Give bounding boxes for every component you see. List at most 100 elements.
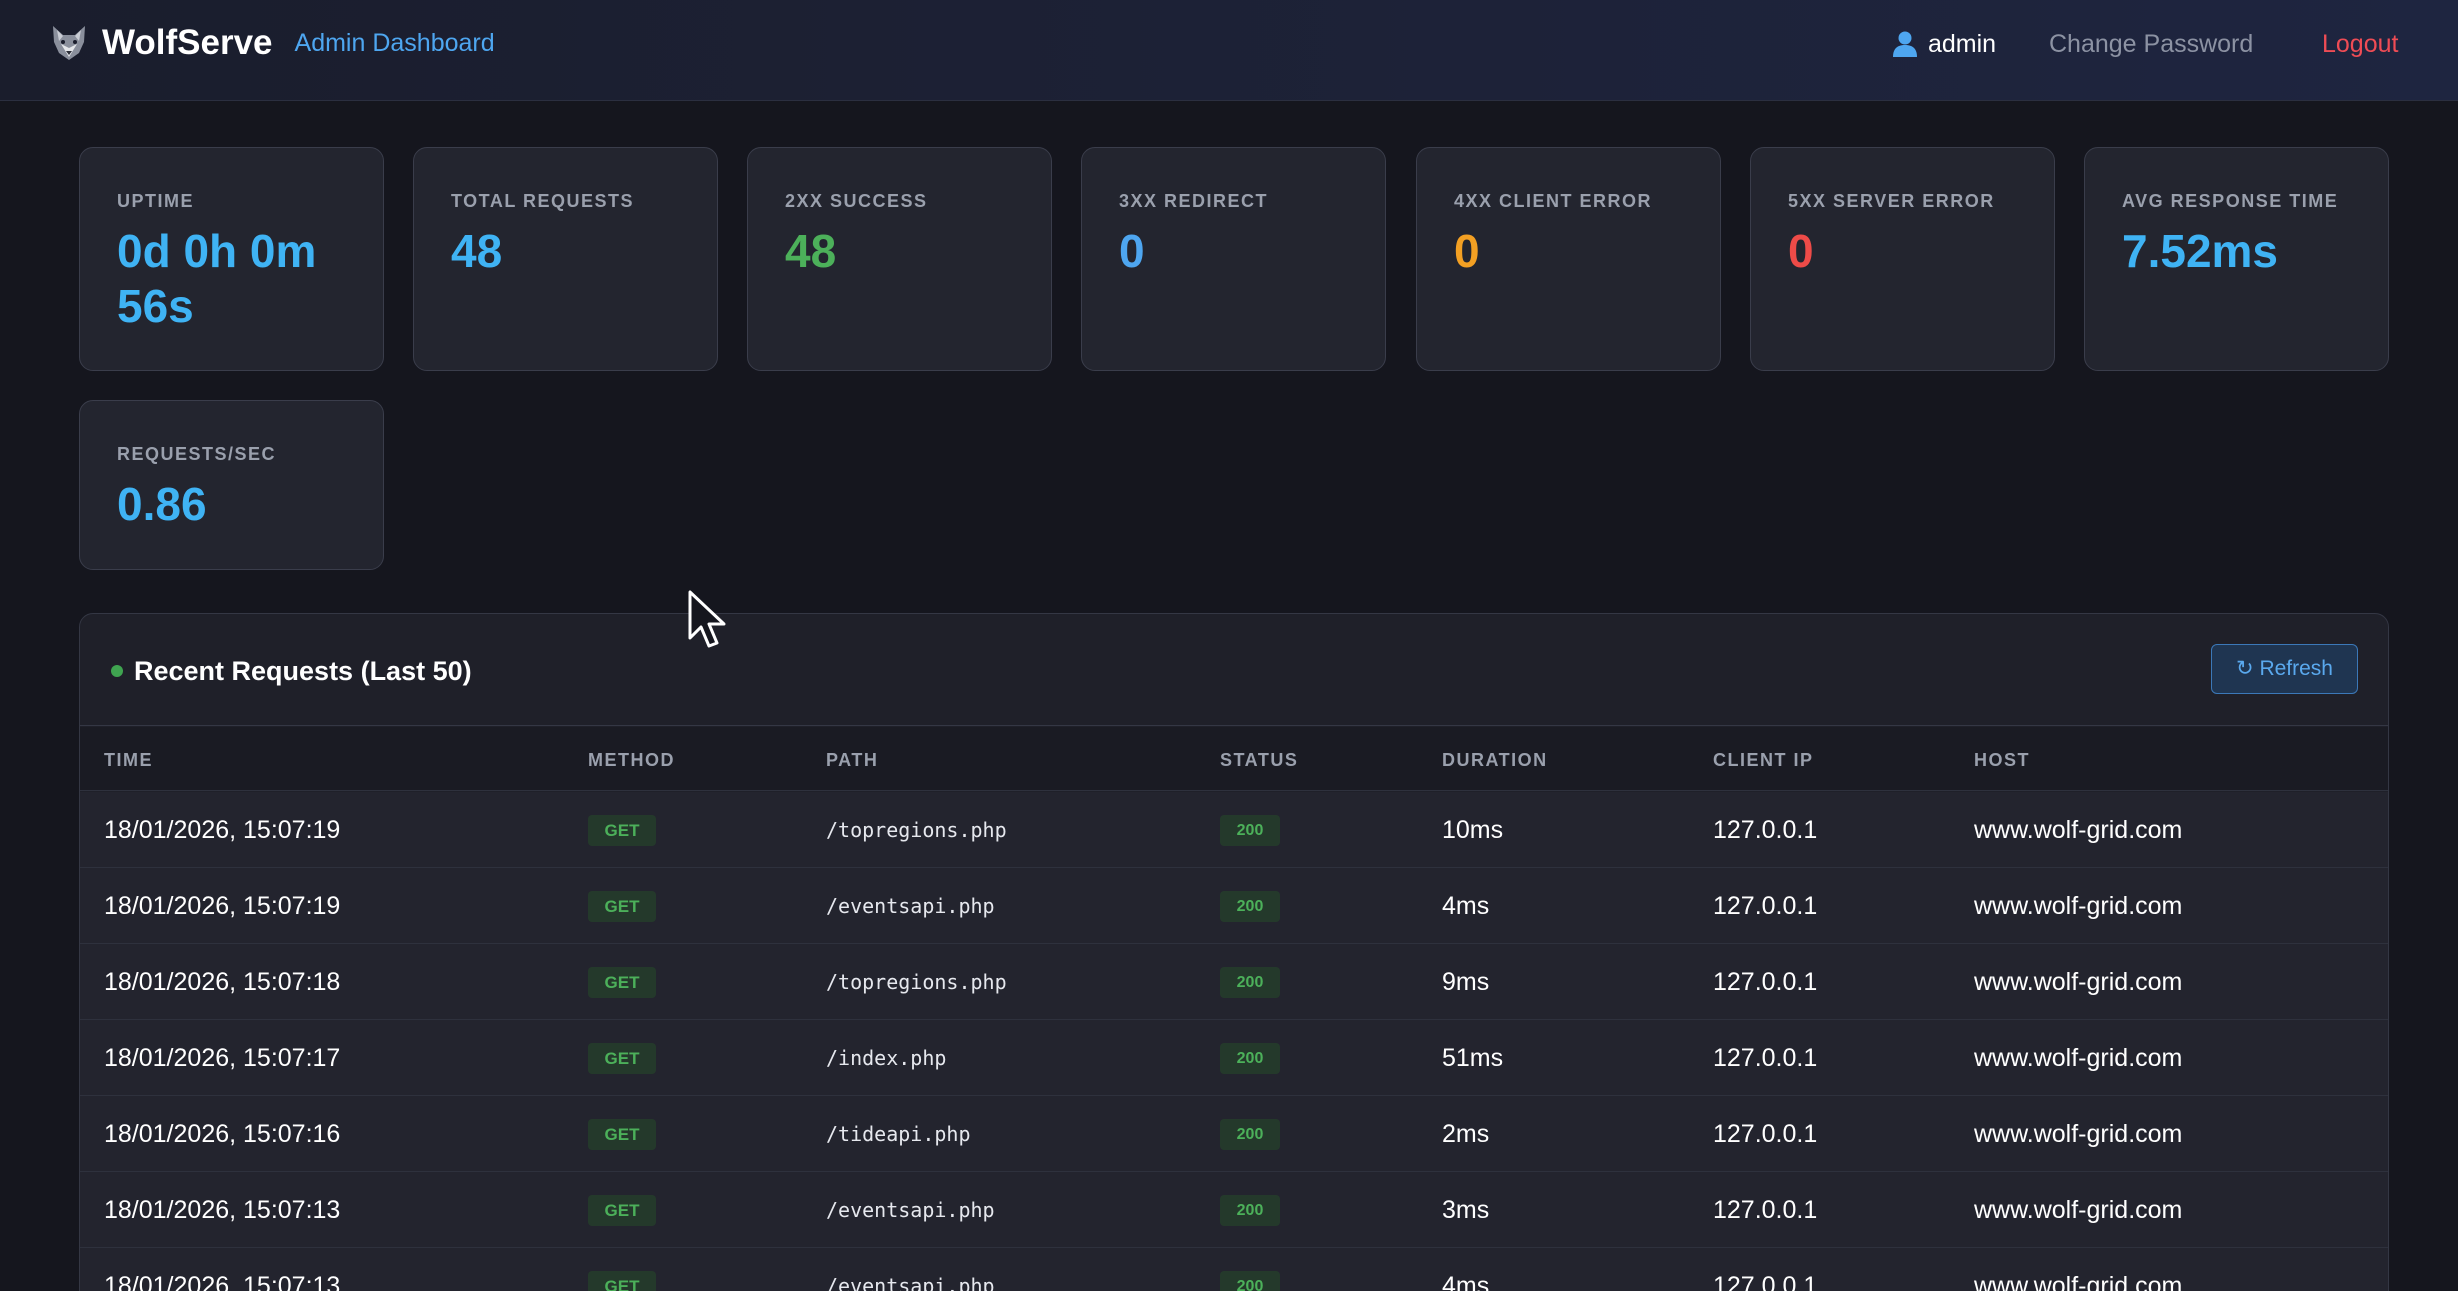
cell-client-ip: 127.0.0.1 (1713, 1044, 1818, 1072)
cell-duration: 3ms (1442, 1196, 1490, 1224)
stat-card-2xx-success: 2XX SUCCESS 48 (747, 147, 1052, 371)
cell-host: www.wolf-grid.com (1974, 816, 2183, 844)
table-header: TIME METHOD PATH STATUS DURATION CLIENT … (80, 727, 2388, 791)
cell-client-ip: 127.0.0.1 (1713, 1196, 1818, 1224)
cell-time: 18/01/2026, 15:07:18 (104, 968, 341, 996)
column-header-method[interactable]: METHOD (588, 750, 675, 770)
stat-card-total-requests: TOTAL REQUESTS 48 (413, 147, 718, 371)
table-row[interactable]: 18/01/2026, 15:07:19 GET/eventsapi.php 200… (80, 868, 2388, 944)
stat-label: 2XX SUCCESS (785, 191, 928, 211)
stat-value: 0 (1788, 225, 1814, 277)
stat-card-5xx-server-error: 5XX SERVER ERROR 0 (1750, 147, 2055, 371)
column-header-duration[interactable]: DURATION (1442, 750, 1548, 770)
method-badge: GET (588, 1195, 656, 1226)
stat-label: TOTAL REQUESTS (451, 191, 635, 211)
cell-client-ip: 127.0.0.1 (1713, 892, 1818, 920)
cell-host: www.wolf-grid.com (1974, 968, 2183, 996)
cell-client-ip: 127.0.0.1 (1713, 1120, 1818, 1148)
column-header-client-ip[interactable]: CLIENT IP (1713, 750, 1814, 770)
stat-label: 4XX CLIENT ERROR (1454, 191, 1653, 211)
cell-time: 18/01/2026, 15:07:16 (104, 1120, 341, 1148)
stat-label: 3XX REDIRECT (1119, 191, 1269, 211)
cell-duration: 10ms (1442, 816, 1504, 844)
stat-label: AVG RESPONSE TIME (2122, 191, 2339, 211)
table-row[interactable]: 18/01/2026, 15:07:19 GET/topregions.php 20… (80, 792, 2388, 868)
cell-host: www.wolf-grid.com (1974, 892, 2183, 920)
column-header-path[interactable]: PATH (826, 750, 879, 770)
status-badge: 200 (1220, 891, 1280, 922)
stat-card-avg-response-time: AVG RESPONSE TIME 7.52ms (2084, 147, 2389, 371)
cell-time: 18/01/2026, 15:07:13 (104, 1272, 341, 1291)
stat-value: 0 (1119, 225, 1145, 277)
column-header-status[interactable]: STATUS (1220, 750, 1299, 770)
stat-card-requests-per-sec: REQUESTS/SEC 0.86 (79, 400, 384, 570)
stat-card-3xx-redirect: 3XX REDIRECT 0 (1081, 147, 1386, 371)
cursor-icon (688, 590, 726, 648)
cell-duration: 4ms (1442, 1272, 1490, 1291)
method-badge: GET (588, 1271, 656, 1291)
brand-name: WolfServe (102, 23, 273, 62)
cell-duration: 2ms (1442, 1120, 1490, 1148)
cell-path: /topregions.php (826, 818, 1007, 842)
user-name: admin (1928, 30, 1997, 58)
refresh-button[interactable]: ↻ Refresh (2211, 644, 2358, 694)
cell-path: /eventsapi.php (826, 1198, 995, 1222)
stat-value: 48 (785, 225, 837, 277)
column-header-time[interactable]: TIME (104, 750, 153, 770)
cell-path: /eventsapi.php (826, 1274, 995, 1291)
cell-time: 18/01/2026, 15:07:19 (104, 816, 341, 844)
status-badge: 200 (1220, 815, 1280, 846)
column-header-host[interactable]: HOST (1974, 750, 2031, 770)
page-subtitle: Admin Dashboard (294, 29, 495, 57)
logout-link[interactable]: Logout (2322, 30, 2399, 58)
panel-header: Recent Requests (Last 50) ↻ Refresh (80, 614, 2388, 726)
live-dot (111, 665, 123, 677)
method-badge: GET (588, 1043, 656, 1074)
cell-path: /topregions.php (826, 970, 1007, 994)
status-badge: 200 (1220, 1271, 1280, 1291)
brand[interactable]: WolfServe Admin Dashboard (48, 22, 495, 64)
cell-time: 18/01/2026, 15:07:13 (104, 1196, 341, 1224)
cell-client-ip: 127.0.0.1 (1713, 1272, 1818, 1291)
top-header: WolfServe Admin Dashboard admin Change P… (0, 0, 2458, 101)
wolf-icon (53, 26, 85, 60)
stat-card-uptime: UPTIME 0d 0h 0m 56s (79, 147, 384, 371)
table-row[interactable]: 18/01/2026, 15:07:17 GET/index.php 200 51ms… (80, 1020, 2388, 1096)
method-badge: GET (588, 967, 656, 998)
cell-time: 18/01/2026, 15:07:19 (104, 892, 341, 920)
cell-host: www.wolf-grid.com (1974, 1120, 2183, 1148)
cell-time: 18/01/2026, 15:07:17 (104, 1044, 341, 1072)
cell-client-ip: 127.0.0.1 (1713, 816, 1818, 844)
method-badge: GET (588, 1119, 656, 1150)
cell-host: www.wolf-grid.com (1974, 1044, 2183, 1072)
status-badge: 200 (1220, 967, 1280, 998)
user-icon (1893, 31, 1917, 57)
table-row[interactable]: 18/01/2026, 15:07:13 GET/eventsapi.php 200… (80, 1248, 2388, 1291)
recent-requests-panel: Recent Requests (Last 50) ↻ Refresh TIME… (79, 613, 2389, 1291)
status-badge: 200 (1220, 1043, 1280, 1074)
change-password-link[interactable]: Change Password (2049, 30, 2254, 58)
stat-card-4xx-client-error: 4XX CLIENT ERROR 0 (1416, 147, 1721, 371)
status-badge: 200 (1220, 1195, 1280, 1226)
cell-path: /tideapi.php (826, 1122, 971, 1146)
stat-value: 48 (451, 225, 503, 277)
stat-value: 0 (1454, 225, 1480, 277)
stat-value: 7.52ms (2122, 225, 2279, 277)
stat-label: UPTIME (117, 191, 195, 211)
panel-title: Recent Requests (Last 50) (134, 656, 472, 686)
table-row[interactable]: 18/01/2026, 15:07:16 GET/tideapi.php 200 2m… (80, 1096, 2388, 1172)
cell-path: /index.php (826, 1046, 947, 1070)
stat-value: 0d 0h 0m 56s (117, 225, 317, 332)
status-badge: 200 (1220, 1119, 1280, 1150)
cell-host: www.wolf-grid.com (1974, 1272, 2183, 1291)
table-row[interactable]: 18/01/2026, 15:07:18 GET/topregions.php 20… (80, 944, 2388, 1020)
cell-client-ip: 127.0.0.1 (1713, 968, 1818, 996)
cell-host: www.wolf-grid.com (1974, 1196, 2183, 1224)
stat-label: 5XX SERVER ERROR (1788, 191, 1995, 211)
current-user: admin (1892, 29, 1996, 59)
cell-duration: 51ms (1442, 1044, 1504, 1072)
stat-label: REQUESTS/SEC (117, 444, 277, 464)
table-row[interactable]: 18/01/2026, 15:07:13 GET/eventsapi.php 200… (80, 1172, 2388, 1248)
cell-duration: 4ms (1442, 892, 1490, 920)
